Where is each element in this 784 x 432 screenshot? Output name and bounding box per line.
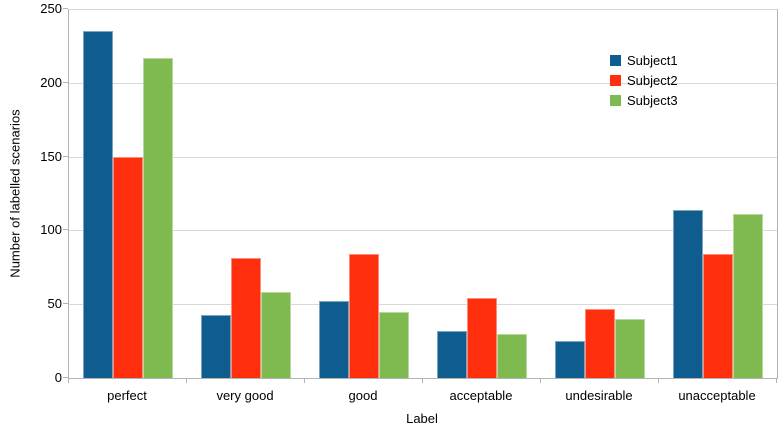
bar-subject2-undesirable xyxy=(585,309,615,378)
x-tick-mark-1 xyxy=(186,379,187,383)
x-category-label-undesirable: undesirable xyxy=(565,388,633,403)
legend-label: Subject3 xyxy=(627,92,678,108)
y-tick-label-200: 200 xyxy=(40,74,62,90)
y-tick-label-100: 100 xyxy=(40,222,62,238)
bar-subject2-acceptable xyxy=(467,298,497,378)
bar-subject3-undesirable xyxy=(615,319,645,378)
legend-item-subject1: Subject1 xyxy=(610,50,678,70)
y-axis-title-box: Number of labelled scenarios xyxy=(2,9,28,378)
bar-subject1-perfect xyxy=(83,31,113,378)
bar-subject1-undesirable xyxy=(555,341,585,378)
gridline-y-50 xyxy=(69,304,777,306)
y-tick-mark-150 xyxy=(63,155,68,157)
y-tick-mark-50 xyxy=(63,303,68,305)
legend-swatch-icon xyxy=(610,54,621,66)
x-tick-mark-2 xyxy=(304,379,305,383)
y-tick-mark-250 xyxy=(63,8,68,9)
bar-subject1-acceptable xyxy=(437,331,467,378)
y-tick-label-250: 250 xyxy=(40,1,62,16)
y-tick-mark-0 xyxy=(63,377,68,378)
legend-swatch-icon xyxy=(610,94,621,106)
y-tick-mark-200 xyxy=(63,81,68,83)
bar-subject2-good xyxy=(349,254,379,378)
x-tick-mark-6 xyxy=(776,379,777,383)
legend-label: Subject2 xyxy=(627,72,678,88)
legend-label: Subject1 xyxy=(627,52,678,68)
x-tick-mark-4 xyxy=(540,379,541,383)
gridline-y-250 xyxy=(69,9,777,10)
x-category-label-good: good xyxy=(348,388,378,403)
bar-subject2-very-good xyxy=(231,258,261,378)
bar-subject1-very-good xyxy=(201,315,231,378)
bar-subject3-unacceptable xyxy=(733,214,763,378)
x-category-label-acceptable: acceptable xyxy=(449,388,513,403)
x-category-label-unacceptable: unacceptable xyxy=(678,388,756,403)
y-tick-label-150: 150 xyxy=(40,148,62,164)
bar-subject1-unacceptable xyxy=(673,210,703,378)
bar-subject2-perfect xyxy=(113,157,143,378)
x-category-label-perfect: perfect xyxy=(107,388,147,403)
bar-subject3-very-good xyxy=(261,292,291,378)
gridline-y-100 xyxy=(69,230,777,232)
y-tick-label-0: 0 xyxy=(54,370,62,385)
y-tick-mark-100 xyxy=(63,229,68,231)
legend-swatch-icon xyxy=(610,74,621,86)
gridline-y-150 xyxy=(69,156,777,158)
legend-item-subject2: Subject2 xyxy=(610,70,678,90)
legend-item-subject3: Subject3 xyxy=(610,90,678,110)
x-tick-mark-3 xyxy=(422,379,423,383)
bar-subject3-acceptable xyxy=(497,334,527,378)
bar-subject3-good xyxy=(379,312,409,378)
bar-subject2-unacceptable xyxy=(703,254,733,378)
y-tick-label-50: 50 xyxy=(47,296,62,312)
x-axis-title: Label xyxy=(406,411,438,426)
legend: Subject1 Subject2 Subject3 xyxy=(610,50,678,110)
plot-area xyxy=(68,9,778,379)
y-axis-title: Number of labelled scenarios xyxy=(7,109,23,278)
x-tick-mark-5 xyxy=(658,379,659,383)
bar-subject3-perfect xyxy=(143,58,173,378)
gridline-y-200 xyxy=(69,82,777,84)
bar-subject1-good xyxy=(319,301,349,378)
x-tick-mark-0 xyxy=(68,379,69,383)
x-category-label-very-good: very good xyxy=(216,388,274,403)
